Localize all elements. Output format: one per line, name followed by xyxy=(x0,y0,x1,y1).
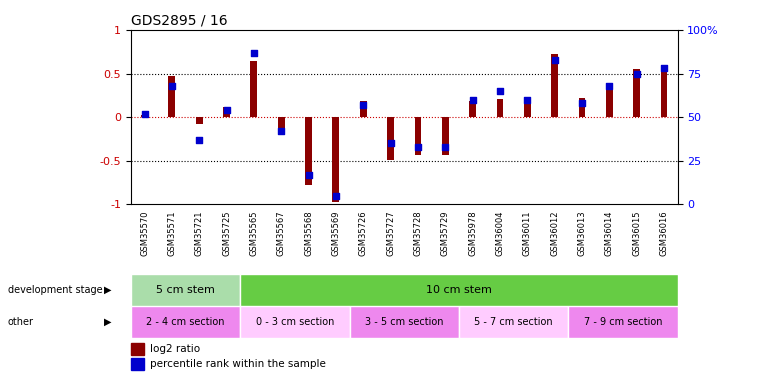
Point xyxy=(548,57,561,63)
Bar xyxy=(131,306,240,338)
Bar xyxy=(360,102,367,117)
Bar xyxy=(524,97,531,117)
Point xyxy=(384,140,397,146)
Point xyxy=(303,172,315,178)
Bar xyxy=(333,117,340,202)
Bar xyxy=(196,117,203,124)
Point xyxy=(193,137,206,143)
Text: 5 - 7 cm section: 5 - 7 cm section xyxy=(474,316,553,327)
Text: ▶: ▶ xyxy=(104,316,112,327)
Point xyxy=(330,193,342,199)
Point xyxy=(166,83,178,89)
Point xyxy=(576,100,588,106)
Point xyxy=(658,65,670,71)
Text: 0 - 3 cm section: 0 - 3 cm section xyxy=(256,316,334,327)
Bar xyxy=(414,117,421,154)
Text: 5 cm stem: 5 cm stem xyxy=(156,285,215,295)
Text: 10 cm stem: 10 cm stem xyxy=(426,285,492,295)
Text: GDS2895 / 16: GDS2895 / 16 xyxy=(131,13,227,27)
Bar xyxy=(497,99,504,117)
Bar xyxy=(350,306,459,338)
Bar xyxy=(250,60,257,117)
Point xyxy=(220,107,233,113)
Bar xyxy=(131,358,144,370)
Bar xyxy=(141,116,148,117)
Point xyxy=(275,128,287,134)
Bar xyxy=(131,274,240,306)
Point xyxy=(631,70,643,76)
Point xyxy=(357,102,370,108)
Point xyxy=(139,111,151,117)
Bar xyxy=(551,54,558,117)
Point xyxy=(439,144,451,150)
Bar xyxy=(387,117,394,160)
Text: 7 - 9 cm section: 7 - 9 cm section xyxy=(584,316,662,327)
Point xyxy=(603,83,615,89)
Point xyxy=(494,88,506,94)
Point xyxy=(248,50,260,55)
Bar xyxy=(633,69,640,117)
Bar xyxy=(169,76,176,117)
Text: percentile rank within the sample: percentile rank within the sample xyxy=(150,359,326,369)
Point xyxy=(412,144,424,150)
Bar xyxy=(278,117,285,129)
Text: development stage: development stage xyxy=(8,285,102,295)
Point xyxy=(467,97,479,103)
Point xyxy=(521,97,534,103)
Text: 3 - 5 cm section: 3 - 5 cm section xyxy=(365,316,444,327)
Bar xyxy=(223,107,230,117)
Bar xyxy=(240,306,350,338)
Bar xyxy=(568,306,678,338)
Text: 2 - 4 cm section: 2 - 4 cm section xyxy=(146,316,225,327)
Bar xyxy=(459,306,568,338)
Bar xyxy=(305,117,312,185)
Text: ▶: ▶ xyxy=(104,285,112,295)
Text: other: other xyxy=(8,316,34,327)
Bar xyxy=(606,84,613,117)
Bar xyxy=(469,102,476,117)
Bar xyxy=(442,117,449,154)
Bar xyxy=(578,98,585,117)
Bar xyxy=(240,274,678,306)
Bar xyxy=(131,344,144,355)
Bar xyxy=(661,69,668,117)
Text: log2 ratio: log2 ratio xyxy=(150,344,200,354)
